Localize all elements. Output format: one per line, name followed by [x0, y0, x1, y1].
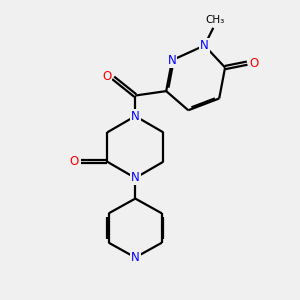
Text: O: O	[70, 155, 79, 168]
Text: O: O	[249, 57, 258, 70]
Text: N: N	[200, 39, 209, 52]
Text: N: N	[131, 110, 140, 123]
Text: N: N	[168, 54, 176, 67]
Text: O: O	[102, 70, 111, 83]
Text: N: N	[131, 251, 140, 264]
Text: N: N	[131, 172, 140, 184]
Text: CH₃: CH₃	[205, 15, 224, 25]
